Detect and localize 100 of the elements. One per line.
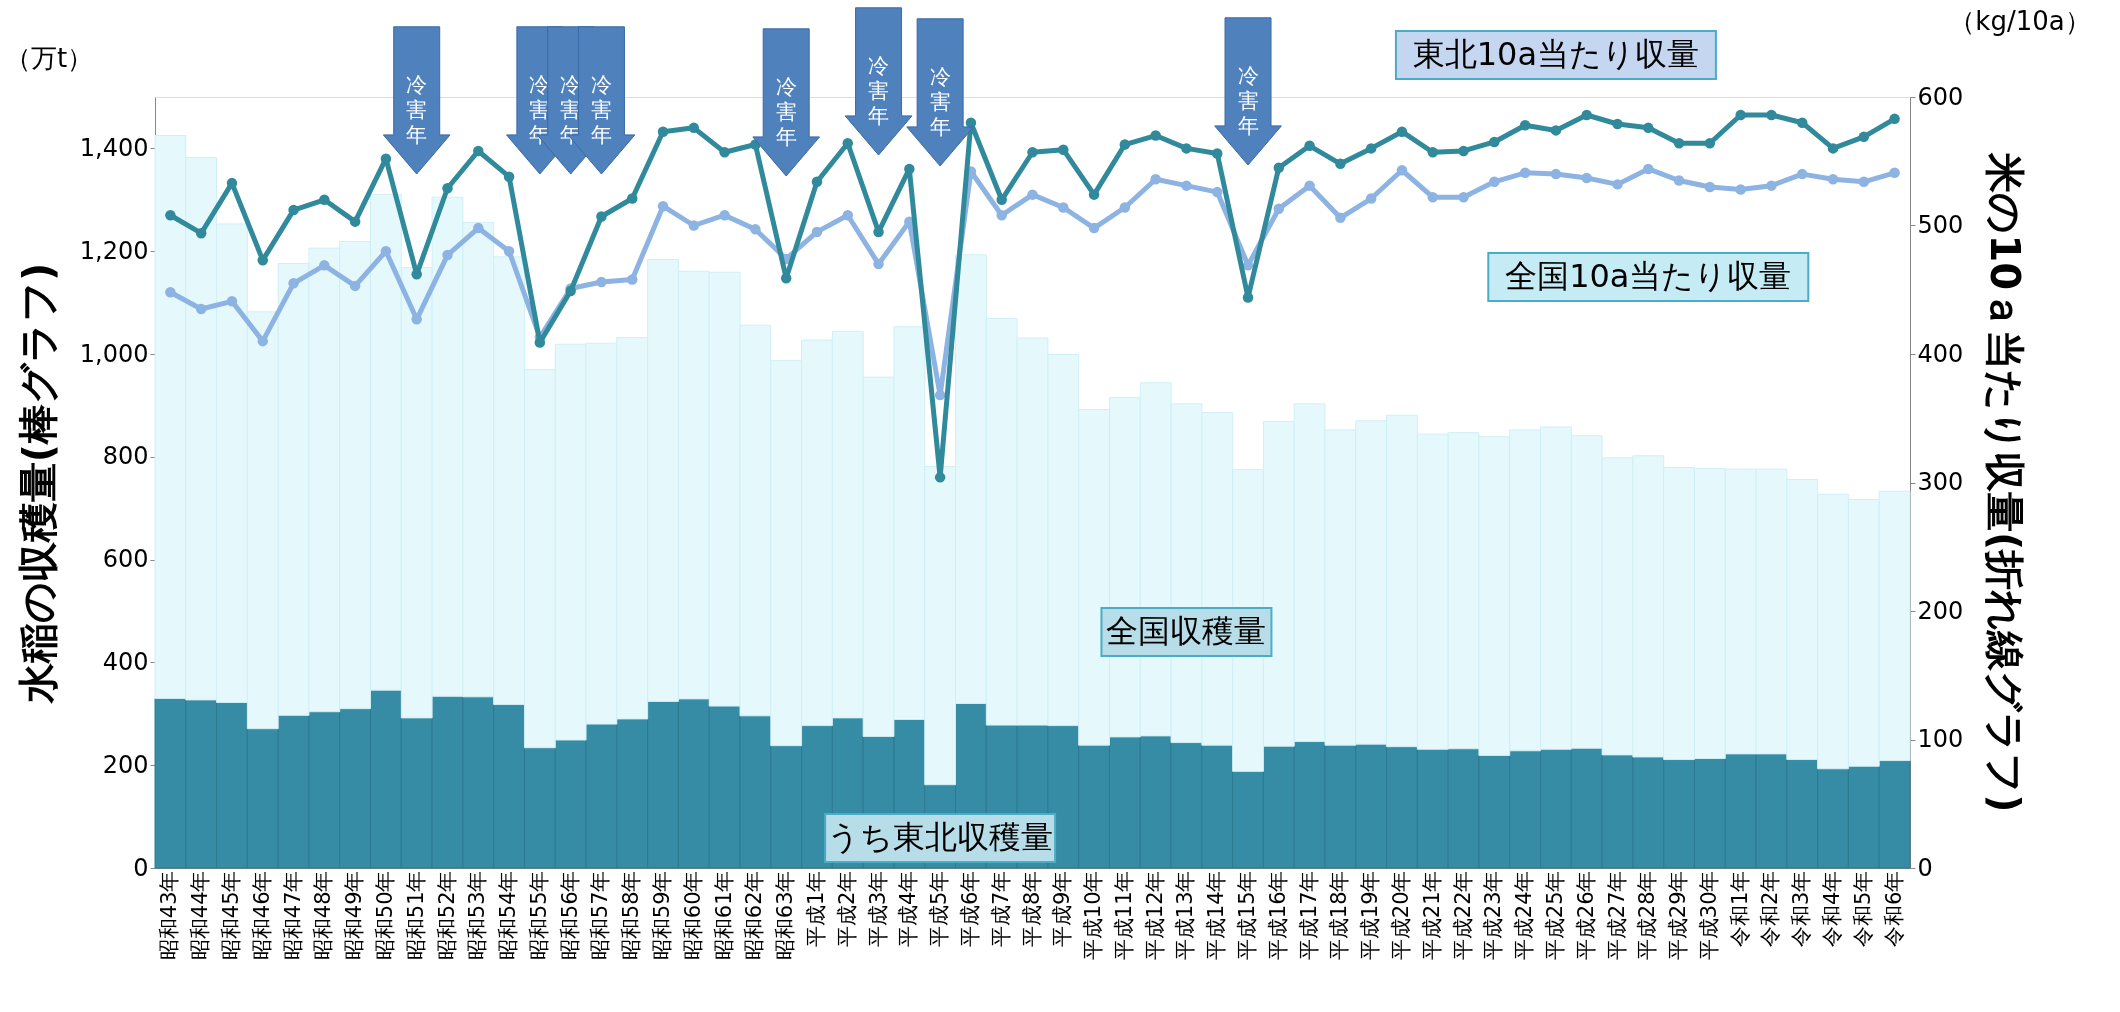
point (1612, 179, 1623, 190)
x-tick-label: 令和3年 (1789, 870, 1814, 947)
series-label: 東北10a当たり収量 (1412, 35, 1700, 73)
y-tick-label: 400 (102, 647, 149, 676)
point (1735, 184, 1746, 195)
point (1796, 168, 1808, 180)
y-tick-label: 600 (102, 545, 149, 574)
point (1489, 136, 1500, 148)
point (319, 260, 330, 271)
x-tick-label: 令和2年 (1758, 870, 1783, 947)
x-tick-label: 令和6年 (1881, 870, 1906, 947)
point (1027, 147, 1038, 158)
point (626, 274, 638, 285)
point (1858, 131, 1870, 143)
x-tick-label: 平成17年 (1296, 870, 1321, 961)
x-tick-label: 平成19年 (1358, 870, 1383, 961)
x-tick-label: 昭和45年 (218, 870, 243, 961)
point (626, 193, 638, 204)
text: （万t） (5, 43, 94, 73)
x-tick-label: 令和1年 (1727, 870, 1752, 947)
annotation: 冷害年 (868, 54, 890, 128)
point (411, 269, 422, 280)
x-tick-label: 昭和43年 (157, 870, 182, 961)
point (719, 209, 730, 221)
x-tick-label: 平成3年 (865, 870, 890, 947)
point (596, 276, 607, 288)
text: 全国10a当たり収量 (1505, 257, 1792, 295)
x-tick-label: 平成13年 (1173, 870, 1198, 961)
point (1058, 144, 1069, 155)
point (1673, 138, 1685, 149)
point (165, 287, 176, 298)
point (842, 209, 854, 221)
x-tick-label: 平成9年 (1050, 870, 1075, 947)
y-tick-label: 200 (102, 750, 149, 779)
y-tick-label: 800 (102, 442, 149, 471)
point (1458, 192, 1469, 203)
x-tick-label: 平成4年 (896, 870, 921, 947)
point (1673, 175, 1685, 186)
point (688, 122, 700, 134)
point (1088, 189, 1100, 200)
x-tick-label: 平成7年 (988, 870, 1013, 947)
point (1519, 167, 1531, 179)
x-tick-label: 平成8年 (1019, 870, 1044, 947)
x-tick-label: 昭和53年 (465, 870, 490, 961)
point (288, 278, 299, 289)
y2-tick-label: 600 (1917, 82, 1964, 111)
annotation: 冷害年 (590, 73, 612, 147)
point (1427, 192, 1439, 203)
point (1458, 145, 1469, 157)
point (1058, 202, 1069, 213)
point (226, 296, 238, 307)
x-tick-label: 平成14年 (1204, 870, 1229, 961)
point (1550, 168, 1562, 180)
y-tick-label: 1,000 (79, 339, 149, 368)
point (719, 147, 730, 158)
point (1889, 113, 1900, 125)
y2-tick-label: 500 (1917, 211, 1964, 239)
point (1858, 176, 1870, 188)
point (1150, 130, 1161, 141)
x-tick-label: 平成22年 (1450, 870, 1475, 961)
point (1519, 120, 1531, 131)
x-tick-label: 昭和57年 (588, 870, 613, 961)
x-tick-label: 昭和47年 (280, 870, 305, 961)
point (349, 216, 361, 227)
point (688, 220, 700, 231)
point (1766, 180, 1777, 191)
point (1304, 140, 1315, 152)
x-tick-label: 平成6年 (957, 870, 982, 947)
x-tick-label: 平成21年 (1419, 870, 1444, 961)
point (657, 126, 669, 137)
series-label: 全国収穫量 (1106, 612, 1267, 650)
y-axis-title: 水稲の収穫量(棒グラフ) (14, 262, 61, 706)
x-tick-label: 平成26年 (1573, 870, 1598, 961)
point (1796, 117, 1808, 128)
point (1365, 193, 1377, 204)
x-tick-label: 昭和44年 (188, 870, 213, 961)
point (1827, 174, 1839, 185)
x-tick-label: 昭和51年 (403, 870, 428, 961)
point (1273, 203, 1285, 215)
point (1150, 174, 1161, 185)
y-tick-label: 1,400 (79, 133, 149, 162)
point (873, 258, 884, 270)
x-tick-label: 昭和49年 (342, 870, 367, 961)
y-tick-label: 1,200 (79, 236, 149, 265)
x-tick-label: 令和5年 (1850, 870, 1875, 947)
point (1211, 186, 1223, 198)
point (904, 163, 915, 175)
point (1427, 147, 1439, 158)
point (1396, 165, 1408, 176)
y2-tick-label: 400 (1917, 339, 1964, 368)
x-tick-label: 平成15年 (1235, 870, 1260, 961)
point (1304, 180, 1315, 191)
point (1027, 189, 1038, 200)
x-tick-label: 平成5年 (927, 870, 952, 947)
x-tick-label: 平成29年 (1666, 870, 1691, 961)
point (1335, 212, 1346, 224)
point (934, 472, 946, 483)
x-tick-label: 平成24年 (1512, 870, 1537, 961)
point (750, 224, 761, 235)
point (1396, 126, 1408, 137)
